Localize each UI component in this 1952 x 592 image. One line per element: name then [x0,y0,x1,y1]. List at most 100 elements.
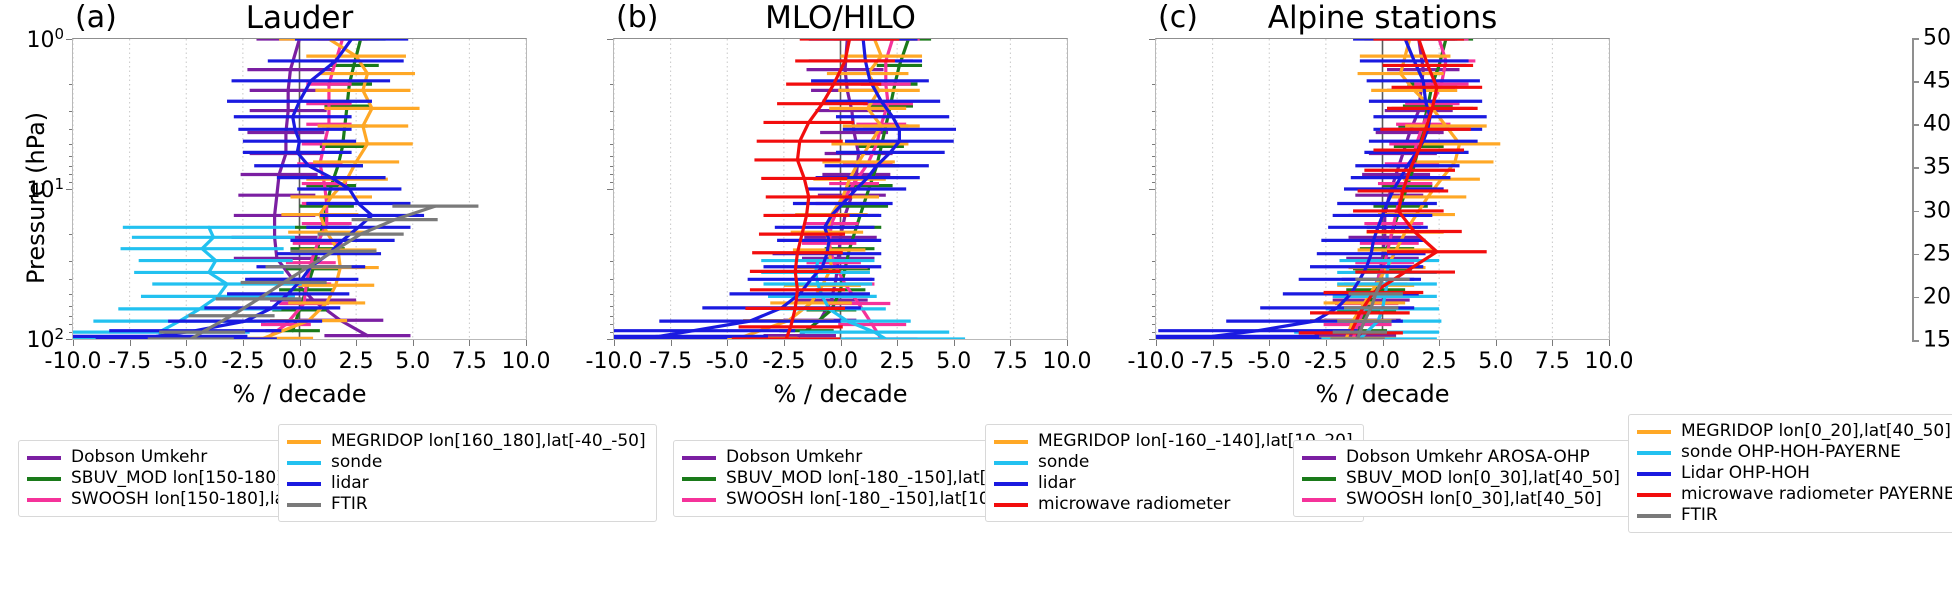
panel-2-ytick-minor [609,324,613,326]
panel-3-xtick-mark [1382,340,1384,346]
panel-1-ytick-mark [66,189,72,190]
panel-1-canvas [73,39,526,339]
legend-item-label: SWOOSH lon[0_30],lat[40_50] [1346,489,1602,509]
panel-2-ytick-minor [609,279,613,281]
altitude-tick-label: 30 [1923,198,1951,224]
legend-item-label: Dobson Umkehr [726,447,863,467]
panel-3-ytick-minor [1151,293,1155,295]
legend-item-label: sonde OHP-HOH-PAYERNE [1681,442,1901,462]
legend-item-label: MEGRIDOP lon[-160_-140],lat[10_20] [1038,431,1353,451]
panel-2-plot-area [613,38,1068,340]
panel-2-xtick-label: 10.0 [1042,349,1092,374]
legend-item: FTIR [1637,505,1952,526]
panel-2-xtick-mark [897,340,899,346]
panel-2-xtick-mark [840,340,842,346]
panel-2-ytick-minor [609,260,613,262]
panel-1-xtick-mark [526,340,527,346]
panel-3-xtick-mark [1325,340,1327,346]
panel-3-xtick-label: -5.0 [1247,349,1291,374]
panel-3-xtick-mark [1609,340,1610,346]
altitude-tick-label: 40 [1923,111,1951,137]
panel-3-xtick-mark [1439,340,1441,346]
panel-1-ytick-minor [68,305,72,307]
legend-color-swatch [287,502,321,507]
panel-1-xtick-label: 2.5 [338,349,374,374]
legend-color-swatch [1302,476,1336,481]
panel-1-ytick-label: 101 [26,174,64,204]
panel-3-plot-area [1155,38,1610,340]
legend-item-label: microwave radiometer PAYERNE [1681,484,1952,504]
panel-1-ytick-mark [66,39,72,40]
legend-color-swatch [994,481,1028,486]
panel-3-ytick-minor [1151,84,1155,86]
panel-2-ytick-minor [609,155,613,157]
panel-1-ytick-minor [68,234,72,236]
panel-3-xaxis-label: % / decade [1315,380,1450,408]
legend-item: Lidar OHP-HOH [1637,463,1952,484]
legend-item: sonde [994,452,1353,473]
panel-2-xtick-label: 0.0 [823,349,858,374]
panel-1-ytick-mark [66,339,72,340]
series-microwave-radiometer [731,39,900,339]
panel-2-xtick-label: -10.0 [585,349,643,374]
altitude-tick-mark [1912,210,1919,213]
panel-1-xtick-mark [299,340,301,346]
panel-1-xtick-mark [242,340,244,346]
panel-2-canvas [614,39,1067,339]
panel-1-ytick-minor [68,260,72,262]
panel-3-xtick-label: -10.0 [1127,349,1185,374]
panel-1-plot-area [72,38,527,340]
panel-1-ytick-minor [68,165,72,167]
legend-item-label: SBUV_MOD lon[-180_-150],lat[10_20] [726,468,1045,488]
legend-color-swatch [1637,513,1671,518]
panel-1-xtick-mark [356,340,358,346]
legend-color-swatch [27,455,61,460]
panel-3-xtick-label: 2.5 [1421,349,1457,374]
panel-3-ytick-minor [1151,129,1155,131]
panel-1-xtick-label: -7.5 [108,349,152,374]
legend-item-label: SWOOSH lon[-180_-150],lat[10_20] [726,489,1027,509]
altitude-tick-mark [1912,340,1919,342]
panel-1-ytick-minor [68,155,72,157]
panel-2-xtick-label: -7.5 [649,349,693,374]
altitude-axis-spine [1912,38,1914,340]
panel-2-ytick-minor [609,305,613,307]
panel-3-ytick-minor [1151,332,1155,334]
panel-1-ytick-minor [68,84,72,86]
legend-item: FTIR [287,494,646,515]
panel-3-ytick-minor [1151,155,1155,157]
panel-1-xtick-label: 0.0 [282,349,317,374]
legend-color-swatch [994,502,1028,507]
panel-2-ytick-minor [609,332,613,334]
panel-1-xtick-mark [186,340,188,346]
panel-2-xtick-label: 2.5 [879,349,915,374]
panel-1-ytick-minor [68,279,72,281]
legend-lauder-right: MEGRIDOP lon[160_180],lat[-40_-50] sonde l… [278,424,657,522]
legend-color-swatch [27,476,61,481]
panel-2-ytick-minor [609,234,613,236]
panel-2-title: MLO/HILO [765,0,916,36]
panel-1-xtick-label: -10.0 [44,349,102,374]
legend-item-label: Dobson Umkehr AROSA-OHP [1346,447,1590,467]
panel-3-xtick-label: 5.0 [1478,349,1514,374]
legend-item-label: Lidar OHP-HOH [1681,463,1810,483]
panel-1-ytick-label: 100 [26,24,64,54]
legend-color-swatch [1637,450,1671,455]
yaxis-label-pressure: Pressure (hPa) [22,111,50,284]
panel-2-letter: (b) [616,0,659,35]
panel-1-ytick-minor [68,315,72,317]
legend-alpine-right: MEGRIDOP lon[0_20],lat[40_50] sonde OHP-H… [1628,414,1952,533]
legend-color-swatch [27,497,61,502]
legend-item: SWOOSH lon[-180_-150],lat[10_20] [682,489,1045,510]
panel-2-xtick-label: 5.0 [936,349,972,374]
altitude-tick-label: 45 [1923,68,1951,94]
altitude-tick-label: 25 [1923,241,1951,267]
panel-3-ytick-minor [1151,182,1155,184]
legend-item: microwave radiometer PAYERNE [1637,484,1952,505]
panel-1-xtick-label: 5.0 [395,349,431,374]
panel-3-ytick-mark [1149,339,1155,340]
altitude-tick-label: 15 [1923,327,1951,353]
panel-3-ytick-minor [1151,110,1155,112]
legend-item-label: SBUV_MOD lon[0_30],lat[40_50] [1346,468,1620,488]
panel-2-xtick-mark [953,340,955,346]
